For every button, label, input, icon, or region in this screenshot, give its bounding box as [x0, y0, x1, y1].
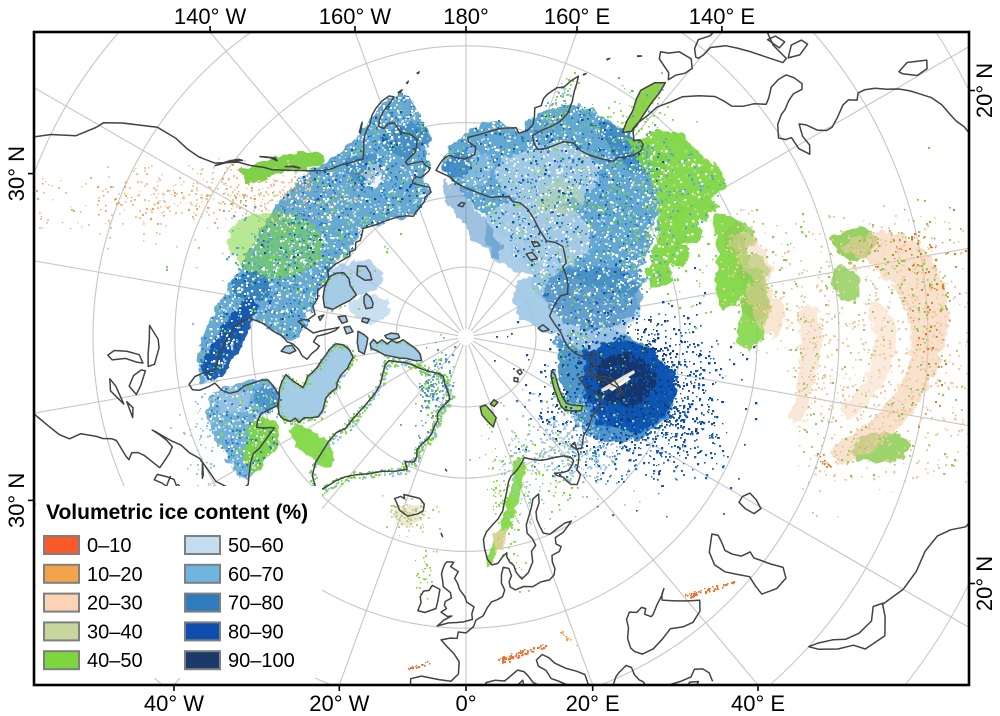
svg-text:20° W: 20° W [309, 691, 369, 716]
svg-text:140° W: 140° W [174, 4, 247, 29]
svg-text:20° E: 20° E [566, 691, 620, 716]
svg-text:50–60: 50–60 [228, 535, 284, 557]
svg-text:40° W: 40° W [144, 691, 204, 716]
svg-text:30° N: 30° N [4, 146, 29, 201]
svg-text:10–20: 10–20 [87, 564, 143, 586]
svg-text:40–50: 40–50 [87, 650, 143, 672]
svg-text:20° N: 20° N [972, 556, 997, 611]
svg-text:Volumetric ice content (%): Volumetric ice content (%) [46, 501, 308, 524]
svg-text:70–80: 70–80 [228, 593, 284, 615]
svg-text:0–10: 0–10 [87, 535, 132, 557]
svg-text:20–30: 20–30 [87, 593, 143, 615]
svg-text:140° E: 140° E [689, 4, 755, 29]
svg-text:60–70: 60–70 [228, 564, 284, 586]
svg-text:80–90: 80–90 [228, 621, 284, 643]
svg-text:40° E: 40° E [731, 691, 785, 716]
svg-text:0°: 0° [455, 691, 476, 716]
svg-text:30° N: 30° N [4, 473, 29, 528]
svg-text:180°: 180° [443, 4, 489, 29]
svg-text:20° N: 20° N [972, 63, 997, 118]
svg-text:30–40: 30–40 [87, 621, 143, 643]
svg-text:90–100: 90–100 [228, 650, 295, 672]
svg-text:160° W: 160° W [319, 4, 392, 29]
svg-text:160° E: 160° E [544, 4, 610, 29]
